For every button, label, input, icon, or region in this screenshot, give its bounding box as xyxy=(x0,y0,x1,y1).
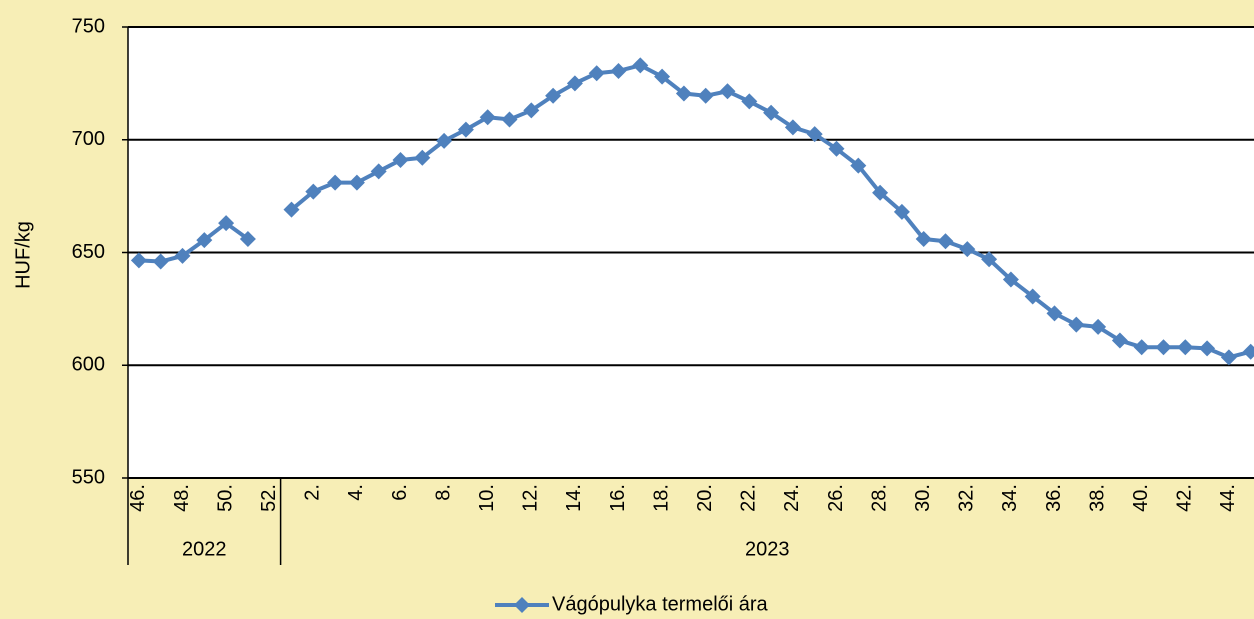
point-marker xyxy=(218,215,235,232)
point-marker xyxy=(479,109,496,126)
x-tick-label: 20. xyxy=(694,484,716,512)
point-marker xyxy=(130,252,147,269)
point-marker xyxy=(370,163,387,180)
point-marker xyxy=(1046,305,1063,322)
x-tick-label: 6. xyxy=(389,484,411,501)
x-tick-label: 10. xyxy=(476,484,498,512)
point-marker xyxy=(850,157,867,174)
point-marker xyxy=(1068,316,1085,333)
point-marker xyxy=(915,230,932,247)
x-tick-label: 24. xyxy=(781,484,803,512)
point-marker xyxy=(239,230,256,247)
x-tick-label: 30. xyxy=(912,484,934,512)
group-label: 2023 xyxy=(745,538,790,560)
point-marker xyxy=(1090,318,1107,335)
point-marker xyxy=(741,93,758,110)
point-marker xyxy=(937,233,954,250)
legend-marker xyxy=(514,597,530,613)
legend-label: Vágópulyka termelői ára xyxy=(552,593,769,615)
point-marker xyxy=(719,83,736,100)
x-tick-label: 12. xyxy=(520,484,542,512)
point-marker xyxy=(152,253,169,270)
point-marker xyxy=(893,203,910,220)
point-marker xyxy=(675,85,692,102)
point-marker xyxy=(566,75,583,92)
point-marker xyxy=(1024,288,1041,305)
x-tick-label: 34. xyxy=(999,484,1021,512)
x-tick-label: 16. xyxy=(607,484,629,512)
x-tick-label: 52. xyxy=(258,484,280,512)
point-marker xyxy=(763,104,780,121)
x-tick-label: 50. xyxy=(214,484,236,512)
point-marker xyxy=(283,201,300,218)
x-tick-label: 32. xyxy=(956,484,978,512)
point-marker xyxy=(654,68,671,85)
y-tick-label: 650 xyxy=(72,241,105,263)
point-marker xyxy=(1111,332,1128,349)
point-marker xyxy=(1133,339,1150,356)
point-marker xyxy=(959,241,976,258)
x-tick-label: 22. xyxy=(738,484,760,512)
point-marker xyxy=(632,57,649,74)
point-marker xyxy=(1155,339,1172,356)
x-tick-label: 18. xyxy=(650,484,672,512)
y-tick-label: 700 xyxy=(72,128,105,150)
point-marker xyxy=(436,132,453,149)
y-tick-label: 550 xyxy=(72,466,105,488)
x-tick-label: 28. xyxy=(868,484,890,512)
point-marker xyxy=(523,102,540,119)
x-tick-label: 44. xyxy=(1217,484,1239,512)
point-marker xyxy=(806,126,823,143)
x-tick-label: 2. xyxy=(302,484,324,501)
x-tick-label: 42. xyxy=(1174,484,1196,512)
y-tick-label: 750 xyxy=(72,15,105,37)
point-marker xyxy=(1199,340,1216,357)
point-marker xyxy=(1220,349,1237,366)
x-tick-label: 46. xyxy=(127,484,149,512)
point-marker xyxy=(196,232,213,249)
x-tick-label: 36. xyxy=(1043,484,1065,512)
x-tick-label: 14. xyxy=(563,484,585,512)
point-marker xyxy=(174,247,191,264)
group-label: 2022 xyxy=(182,538,227,560)
point-marker xyxy=(414,149,431,166)
point-marker xyxy=(457,121,474,138)
point-marker xyxy=(305,183,322,200)
point-marker xyxy=(545,87,562,104)
point-marker xyxy=(872,184,889,201)
point-marker xyxy=(828,140,845,157)
point-marker xyxy=(784,119,801,136)
point-marker xyxy=(348,174,365,191)
y-tick-label: 600 xyxy=(72,354,105,376)
x-tick-label: 8. xyxy=(432,484,454,501)
y-axis-label: HUF/kg xyxy=(12,221,34,289)
point-marker xyxy=(392,152,409,169)
point-marker xyxy=(501,111,518,128)
point-marker xyxy=(610,62,627,79)
x-tick-label: 48. xyxy=(171,484,193,512)
point-marker xyxy=(588,65,605,82)
point-marker xyxy=(697,87,714,104)
point-marker xyxy=(1002,271,1019,288)
x-tick-label: 40. xyxy=(1130,484,1152,512)
point-marker xyxy=(1177,339,1194,356)
x-tick-label: 4. xyxy=(345,484,367,501)
x-tick-label: 26. xyxy=(825,484,847,512)
point-marker xyxy=(981,251,998,268)
point-marker xyxy=(327,174,344,191)
point-marker xyxy=(1242,343,1254,360)
x-tick-label: 38. xyxy=(1086,484,1108,512)
